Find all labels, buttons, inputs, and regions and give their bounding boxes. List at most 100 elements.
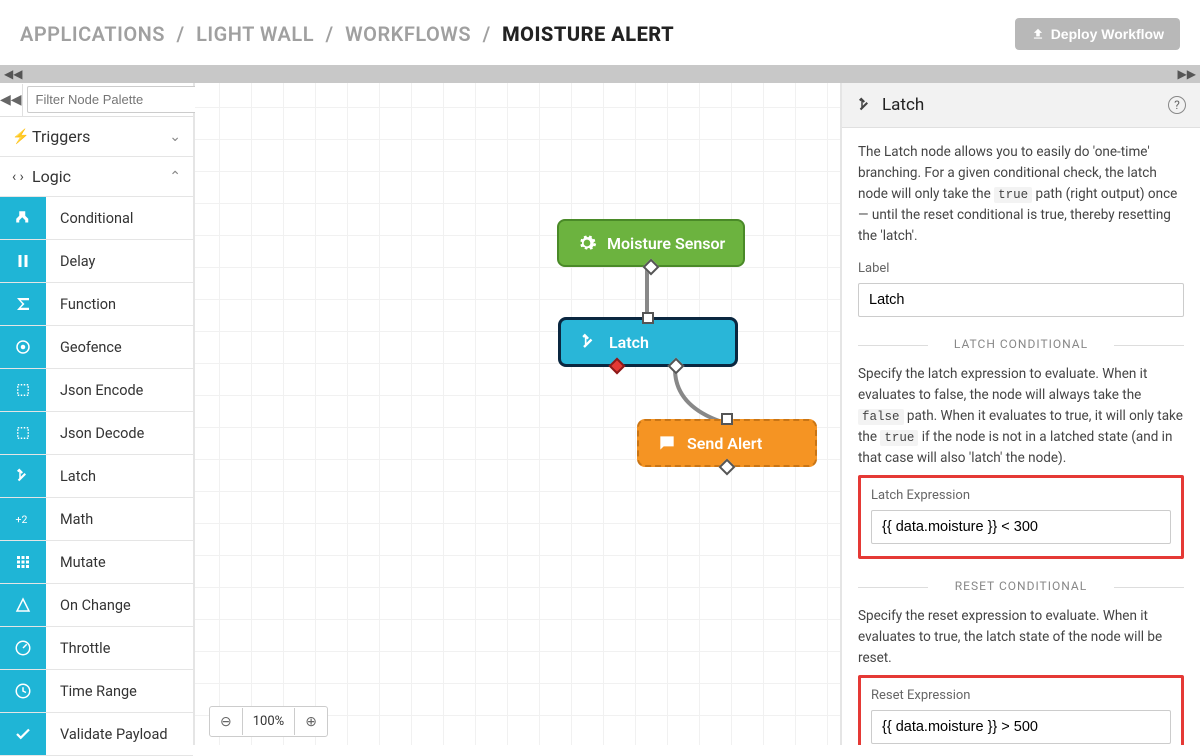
- target-icon: [0, 326, 46, 368]
- latch-expression-box: Latch Expression: [858, 475, 1184, 559]
- upload-icon: [1031, 27, 1045, 41]
- node-label: Latch: [46, 468, 96, 485]
- sigma-icon: [0, 283, 46, 325]
- latch-icon: [856, 96, 874, 114]
- label-field-label: Label: [858, 259, 1184, 279]
- palette-node-latch[interactable]: Latch: [0, 455, 193, 498]
- category-logic[interactable]: ‹ › Logic ⌃: [0, 157, 193, 197]
- node-label: Geofence: [46, 339, 122, 356]
- true-port[interactable]: [667, 358, 684, 375]
- crumb-project[interactable]: LIGHT WALL: [196, 22, 314, 46]
- latch-icon: [579, 332, 599, 352]
- zoom-value: 100%: [242, 708, 295, 735]
- palette-node-math[interactable]: +2 Math: [0, 498, 193, 541]
- crumb-applications[interactable]: APPLICATIONS: [20, 22, 165, 46]
- crumb-current: MOISTURE ALERT: [502, 22, 674, 46]
- gear-icon: [577, 233, 597, 253]
- zoom-control: ⊖ 100% ⊕: [209, 706, 328, 737]
- palette-node-on-change[interactable]: On Change: [0, 584, 193, 627]
- toolbar: ◀◀ ▶▶: [0, 65, 1200, 83]
- filter-input[interactable]: [27, 86, 221, 113]
- node-label: Throttle: [46, 640, 110, 657]
- label-input[interactable]: [858, 283, 1184, 317]
- output-port[interactable]: [643, 259, 660, 276]
- palette-node-json-encode[interactable]: Json Encode: [0, 369, 193, 412]
- node-label: Function: [46, 296, 116, 313]
- palette-node-validate-payload[interactable]: Validate Payload: [0, 713, 193, 756]
- panel-header: Latch ?: [842, 83, 1200, 128]
- properties-panel: Latch ? The Latch node allows you to eas…: [840, 83, 1200, 745]
- latch-icon: [0, 455, 46, 497]
- check-icon: [0, 713, 46, 755]
- back-button[interactable]: ◀◀: [0, 84, 23, 116]
- node-label: Json Decode: [46, 425, 144, 442]
- workflow-canvas[interactable]: Moisture Sensor Latch Send Alert ⊖ 100% …: [195, 83, 840, 745]
- box-icon: [0, 412, 46, 454]
- reset-expr-label: Reset Expression: [871, 686, 1171, 706]
- chevron-down-icon: ⌄: [169, 129, 181, 145]
- clock-icon: [0, 670, 46, 712]
- category-label: Triggers: [32, 127, 169, 146]
- reset-expression-input[interactable]: [871, 710, 1171, 744]
- category-label: Logic: [32, 167, 169, 186]
- branch-icon: [0, 197, 46, 239]
- node-label: Delay: [46, 253, 95, 270]
- node-label: Moisture Sensor: [607, 234, 725, 253]
- svg-text:+2: +2: [16, 513, 28, 526]
- node-latch[interactable]: Latch: [558, 317, 738, 367]
- palette-node-geofence[interactable]: Geofence: [0, 326, 193, 369]
- chat-icon: [657, 433, 677, 453]
- bolt-icon: ⚡: [12, 129, 32, 145]
- palette-node-json-decode[interactable]: Json Decode: [0, 412, 193, 455]
- palette-node-mutate[interactable]: Mutate: [0, 541, 193, 584]
- code-icon: ‹ ›: [12, 169, 32, 185]
- reset-description: Specify the reset expression to evaluate…: [858, 606, 1184, 669]
- help-icon[interactable]: ?: [1168, 96, 1186, 114]
- zoom-out-button[interactable]: ⊖: [210, 707, 242, 736]
- reset-expression-box: Reset Expression: [858, 675, 1184, 745]
- reset-section-title: RESET CONDITIONAL: [858, 577, 1184, 596]
- palette-node-delay[interactable]: Delay: [0, 240, 193, 283]
- crumb-workflows[interactable]: WORKFLOWS: [345, 22, 471, 46]
- node-moisture-sensor[interactable]: Moisture Sensor: [557, 219, 745, 267]
- node-label: Conditional: [46, 210, 133, 227]
- node-label: Validate Payload: [46, 726, 168, 743]
- gauge-icon: [0, 627, 46, 669]
- panel-description: The Latch node allows you to easily do '…: [858, 142, 1184, 247]
- false-port[interactable]: [608, 358, 625, 375]
- header: APPLICATIONS / LIGHT WALL / WORKFLOWS / …: [0, 0, 1200, 65]
- chevron-up-icon: ⌃: [169, 169, 181, 185]
- node-label: On Change: [46, 597, 131, 614]
- node-send-alert[interactable]: Send Alert: [637, 419, 817, 467]
- palette-node-function[interactable]: Function: [0, 283, 193, 326]
- category-triggers[interactable]: ⚡ Triggers ⌄: [0, 117, 193, 157]
- palette-node-time-range[interactable]: Time Range: [0, 670, 193, 713]
- grid-icon: [0, 541, 46, 583]
- logic-node-list: Conditional Delay Function Geofence Json Enc…: [0, 197, 193, 756]
- output-port[interactable]: [719, 459, 736, 476]
- box-icon: [0, 369, 46, 411]
- node-label: Math: [46, 511, 93, 528]
- panel-title: Latch: [882, 95, 1168, 115]
- input-port[interactable]: [721, 413, 733, 425]
- node-label: Json Encode: [46, 382, 143, 399]
- input-port[interactable]: [642, 312, 654, 324]
- latch-expr-label: Latch Expression: [871, 486, 1171, 506]
- collapse-left-icon[interactable]: ◀◀: [4, 67, 22, 81]
- palette-node-conditional[interactable]: Conditional: [0, 197, 193, 240]
- node-label: Mutate: [46, 554, 106, 571]
- node-label: Latch: [609, 333, 649, 352]
- zoom-in-button[interactable]: ⊕: [295, 707, 327, 736]
- plus2-icon: +2: [0, 498, 46, 540]
- latch-section-title: LATCH CONDITIONAL: [858, 335, 1184, 354]
- deploy-label: Deploy Workflow: [1051, 26, 1164, 42]
- latch-description: Specify the latch expression to evaluate…: [858, 364, 1184, 470]
- deploy-button[interactable]: Deploy Workflow: [1015, 18, 1180, 50]
- collapse-right-icon[interactable]: ▶▶: [1178, 67, 1196, 81]
- node-label: Time Range: [46, 683, 137, 700]
- node-label: Send Alert: [687, 434, 762, 453]
- delta-icon: [0, 584, 46, 626]
- node-palette: ◀◀ ⚡ Triggers ⌄ ‹ › Logic ⌃ Conditional D…: [0, 83, 195, 745]
- latch-expression-input[interactable]: [871, 510, 1171, 544]
- palette-node-throttle[interactable]: Throttle: [0, 627, 193, 670]
